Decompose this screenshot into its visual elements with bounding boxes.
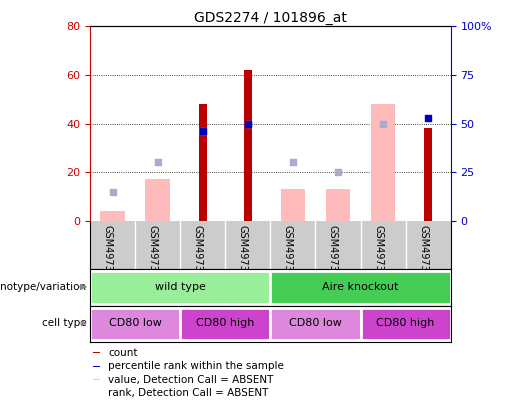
Point	[379, 120, 387, 127]
Bar	[93, 379, 100, 380]
Point	[199, 128, 207, 134]
Text: GSM49736: GSM49736	[238, 225, 248, 277]
Text: GSM49735: GSM49735	[193, 225, 203, 277]
Text: percentile rank within the sample: percentile rank within the sample	[108, 361, 284, 371]
Text: GSM49733: GSM49733	[283, 225, 293, 277]
Bar	[371, 104, 396, 221]
Point	[244, 120, 252, 127]
Bar	[180, 308, 270, 340]
Bar	[199, 104, 207, 221]
Text: genotype/variation: genotype/variation	[0, 282, 87, 292]
Bar	[93, 366, 100, 367]
Text: wild type: wild type	[155, 282, 205, 292]
Title: GDS2274 / 101896_at: GDS2274 / 101896_at	[194, 11, 347, 25]
Text: cell type: cell type	[42, 318, 87, 328]
Point	[424, 115, 432, 121]
Text: Aire knockout: Aire knockout	[322, 282, 399, 292]
Bar	[270, 271, 451, 304]
Point	[109, 188, 117, 195]
Bar	[281, 189, 305, 221]
Text: rank, Detection Call = ABSENT: rank, Detection Call = ABSENT	[108, 388, 268, 398]
Text: CD80 low: CD80 low	[289, 318, 342, 328]
Text: value, Detection Call = ABSENT: value, Detection Call = ABSENT	[108, 375, 273, 384]
Point	[244, 120, 252, 127]
Text: GSM49731: GSM49731	[373, 225, 383, 277]
Point	[334, 169, 342, 175]
Bar	[145, 179, 170, 221]
Bar	[360, 308, 451, 340]
Text: CD80 high: CD80 high	[196, 318, 254, 328]
Bar	[424, 128, 432, 221]
Text: CD80 low: CD80 low	[109, 318, 162, 328]
Text: GSM49738: GSM49738	[148, 225, 158, 277]
Point	[199, 128, 207, 134]
Bar	[90, 271, 270, 304]
Text: GSM49734: GSM49734	[328, 225, 338, 277]
Text: count: count	[108, 348, 138, 358]
Bar	[270, 308, 360, 340]
Bar	[93, 352, 100, 353]
Point	[289, 159, 297, 166]
Text: CD80 high: CD80 high	[376, 318, 435, 328]
Bar	[325, 189, 350, 221]
Bar	[100, 211, 125, 221]
Text: GSM49732: GSM49732	[418, 225, 428, 277]
Bar	[90, 308, 180, 340]
Bar	[244, 70, 252, 221]
Point	[153, 159, 162, 166]
Text: GSM49737: GSM49737	[102, 225, 113, 277]
Bar	[93, 392, 100, 393]
